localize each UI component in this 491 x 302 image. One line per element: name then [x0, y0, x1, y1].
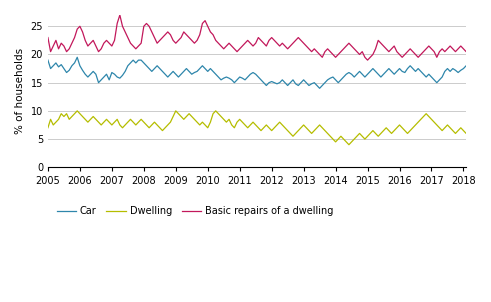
Car	[208, 67, 214, 70]
Dwelling	[346, 143, 352, 146]
Basic repairs of a dwelling	[45, 36, 51, 39]
Basic repairs of a dwelling	[388, 47, 394, 51]
Car	[98, 78, 104, 82]
Basic repairs of a dwelling	[87, 41, 93, 45]
Dwelling	[482, 112, 488, 115]
Line: Car: Car	[48, 57, 485, 88]
Dwelling	[58, 112, 64, 115]
Dwelling	[343, 140, 349, 144]
Line: Basic repairs of a dwelling: Basic repairs of a dwelling	[48, 15, 485, 60]
Car	[346, 71, 352, 74]
Basic repairs of a dwelling	[208, 30, 214, 34]
Dwelling	[208, 120, 214, 124]
Basic repairs of a dwelling	[117, 13, 123, 17]
Dwelling	[98, 123, 104, 127]
Car	[317, 86, 323, 90]
Car	[482, 65, 488, 69]
Dwelling	[90, 115, 96, 118]
Line: Dwelling: Dwelling	[48, 111, 485, 145]
Car	[90, 69, 96, 73]
Dwelling	[74, 109, 80, 113]
Basic repairs of a dwelling	[343, 44, 349, 48]
Basic repairs of a dwelling	[365, 58, 371, 62]
Car	[58, 63, 64, 66]
Car	[45, 58, 51, 62]
Dwelling	[45, 126, 51, 130]
Basic repairs of a dwelling	[482, 44, 488, 48]
Dwelling	[388, 132, 394, 135]
Y-axis label: % of households: % of households	[15, 48, 25, 134]
Car	[74, 56, 80, 59]
Basic repairs of a dwelling	[96, 50, 102, 53]
Basic repairs of a dwelling	[58, 41, 64, 45]
Legend: Car, Dwelling, Basic repairs of a dwelling: Car, Dwelling, Basic repairs of a dwelli…	[53, 202, 337, 220]
Car	[388, 69, 394, 73]
